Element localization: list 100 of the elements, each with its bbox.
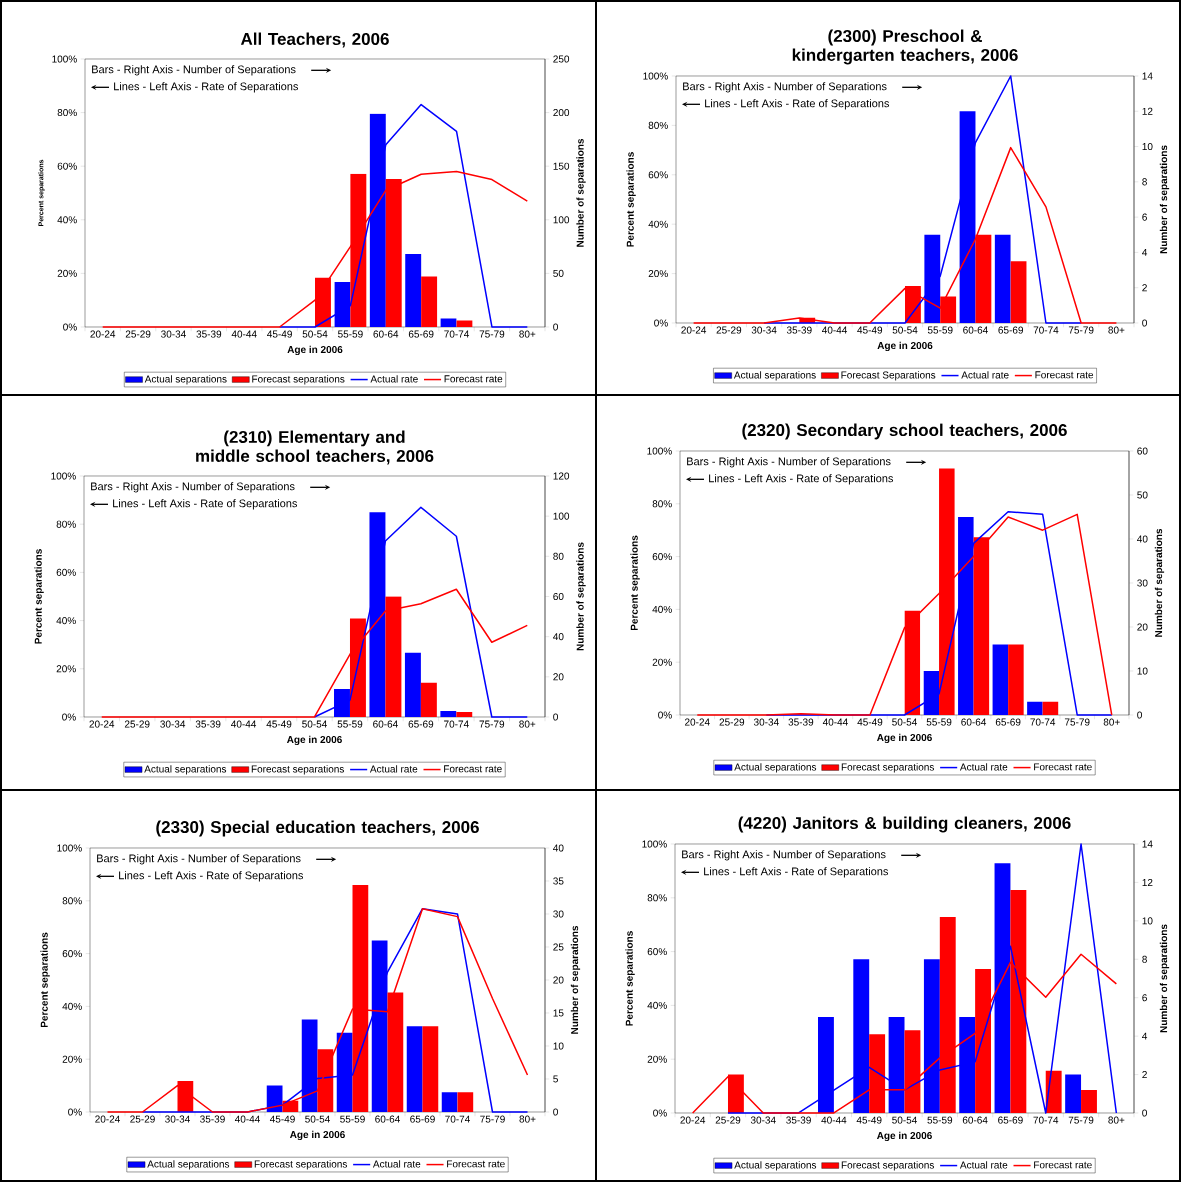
y2-tick-label: 0 <box>1142 1109 1147 1117</box>
x-tick-label: 65-69 <box>998 326 1024 334</box>
annotation: Lines - Left Axis - Rate of Separations <box>114 82 299 93</box>
y2-tick-label: 20 <box>1137 623 1148 631</box>
annotation: Bars - Right Axis - Number of Separations <box>91 482 295 493</box>
y2-tick-label: 5 <box>553 1075 558 1083</box>
y-tick-label: 40% <box>57 216 77 224</box>
y-tick-label: 20% <box>62 1055 82 1063</box>
y2-tick-label: 60 <box>553 592 564 601</box>
x-tick-label: 75-79 <box>480 1115 505 1123</box>
x-tick-label: 75-79 <box>479 720 505 728</box>
bar <box>1045 1070 1062 1113</box>
y-tick-label: 0% <box>653 1109 667 1117</box>
bar <box>441 1092 458 1112</box>
y-tick-label: 100% <box>647 447 672 455</box>
x-tick-label: 45-49 <box>857 326 883 334</box>
legend-label: Forecast separations <box>254 1160 347 1170</box>
y2-axis-title: Number of separations <box>1159 145 1170 254</box>
bar <box>1008 644 1024 715</box>
y-tick-label: 0% <box>68 1108 82 1116</box>
legend-label: Forecast separations <box>252 375 345 385</box>
y2-tick-label: 20 <box>553 673 564 681</box>
y2-tick-label: 250 <box>553 55 570 63</box>
y-tick-label: 100% <box>643 72 668 80</box>
x-tick-label: 45-49 <box>856 1116 882 1124</box>
line-series <box>313 506 529 718</box>
legend-label: Actual rate <box>961 371 1009 379</box>
x-tick-label: 45-49 <box>857 718 883 726</box>
annotation: Lines - Left Axis - Rate of Separations <box>119 871 304 882</box>
bar <box>1027 701 1043 715</box>
bar <box>994 234 1011 323</box>
bar <box>992 644 1009 715</box>
y-axis-title: Percent separations <box>40 932 50 1028</box>
y-tick-label: 20% <box>56 665 76 673</box>
line-series <box>278 103 529 328</box>
x-tick-label: 30-34 <box>161 330 186 338</box>
y2-tick-label: 40 <box>553 633 564 641</box>
x-tick-label: 20-24 <box>680 1116 706 1124</box>
y-tick-label: 0% <box>63 323 77 331</box>
y-tick-label: 80% <box>62 897 82 905</box>
y2-tick-label: 50 <box>1137 491 1148 499</box>
x-tick-label: 65-69 <box>410 1115 435 1123</box>
x-tick-label: 60-64 <box>963 326 988 334</box>
y2-tick-label: 10 <box>1142 143 1153 151</box>
y2-tick-label: 0 <box>553 713 558 721</box>
chart-title: (2310) Elementary and middle school teachers, 2006 <box>196 430 434 465</box>
y2-tick-label: 6 <box>1142 994 1147 1002</box>
x-tick-label: 50-54 <box>305 1115 330 1123</box>
y2-axis-title: Number of separations <box>576 542 586 651</box>
x-tick-label: 35-39 <box>200 1115 225 1123</box>
x-tick-label: 30-34 <box>751 326 777 334</box>
x-tick-label: 80+ <box>519 1115 536 1123</box>
y-tick-label: 20% <box>57 269 77 277</box>
legend-label: Forecast Separations <box>841 371 936 381</box>
y2-tick-label: 100 <box>553 512 570 520</box>
y2-tick-label: 8 <box>1142 955 1147 963</box>
x-tick-label: 80+ <box>519 720 536 728</box>
x-tick-label: 20-24 <box>684 718 710 726</box>
bar <box>440 710 457 717</box>
x-tick-label: 55-59 <box>338 330 363 338</box>
bar <box>1081 1089 1097 1113</box>
chart-title: All Teachers, 2006 <box>240 32 389 48</box>
y2-tick-label: 12 <box>1142 878 1153 886</box>
x-tick-label: 25-29 <box>715 1116 741 1124</box>
x-tick-label: 40-44 <box>231 330 257 338</box>
x-tick-label: 65-69 <box>998 1116 1023 1124</box>
chart-title: (2320) Secondary school teachers, 2006 <box>742 423 1067 440</box>
x-tick-label: 60-64 <box>373 330 399 338</box>
legend-label: Actual rate <box>959 763 1008 771</box>
bar <box>422 1026 439 1112</box>
y-tick-label: 40% <box>647 1001 667 1009</box>
x-tick-label: 50-54 <box>302 330 328 338</box>
y2-tick-label: 10 <box>553 1042 564 1050</box>
y-tick-label: 40% <box>56 617 76 625</box>
x-tick-label: 35-39 <box>195 720 221 728</box>
y-tick-label: 40% <box>648 220 668 228</box>
annotation: Bars - Right Axis - Number of Separations <box>682 850 886 861</box>
x-tick-label: 65-69 <box>408 330 434 338</box>
bar <box>404 652 421 717</box>
y2-tick-label: 4 <box>1142 1032 1148 1040</box>
x-tick-label: 35-39 <box>786 326 812 334</box>
y2-tick-label: 0 <box>1142 319 1147 327</box>
y-tick-label: 40% <box>652 605 672 613</box>
bar <box>420 682 437 717</box>
y2-tick-label: 60 <box>1137 447 1148 455</box>
y-tick-label: 40% <box>62 1002 82 1010</box>
x-tick-label: 25-29 <box>716 326 742 334</box>
y-tick-label: 0% <box>658 711 672 719</box>
chart-title: (2300) Preschool & kindergarten teachers, 2006 <box>792 29 1018 65</box>
legend-label: Actual rate <box>370 375 418 383</box>
x-tick-label: 60-64 <box>962 1116 988 1124</box>
y-tick-label: 80% <box>647 894 667 902</box>
y2-tick-label: 120 <box>553 472 570 480</box>
x-tick-label: 55-59 <box>926 718 952 726</box>
y-tick-label: 100% <box>642 840 667 848</box>
x-axis-title: Age in 2006 <box>287 345 343 356</box>
y2-tick-label: 8 <box>1142 178 1147 186</box>
x-tick-label: 80+ <box>1108 326 1125 334</box>
x-tick-label: 70-74 <box>1033 326 1059 334</box>
x-tick-label: 35-39 <box>788 718 814 726</box>
